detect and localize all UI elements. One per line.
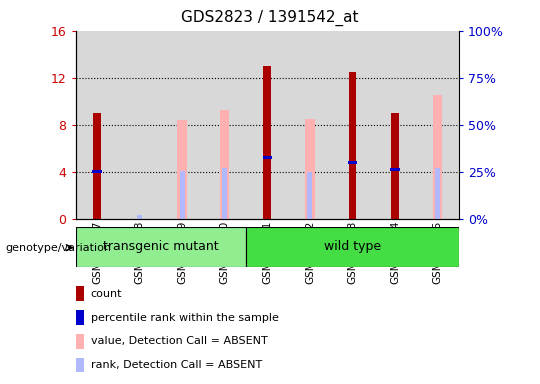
Bar <box>178 120 187 219</box>
Bar <box>433 95 442 219</box>
Bar <box>76 334 84 349</box>
Bar <box>222 168 227 219</box>
Bar <box>288 31 331 219</box>
Bar <box>179 170 185 219</box>
Bar <box>220 109 229 219</box>
Bar <box>76 31 118 219</box>
Bar <box>264 66 271 219</box>
Bar <box>392 113 399 219</box>
Bar <box>416 31 459 219</box>
Text: genotype/variation: genotype/variation <box>5 243 111 253</box>
Bar <box>349 72 356 219</box>
Bar <box>348 161 357 164</box>
Bar <box>204 31 246 219</box>
Bar <box>161 31 204 219</box>
Bar <box>374 31 416 219</box>
Text: transgenic mutant: transgenic mutant <box>103 240 219 253</box>
Bar <box>390 168 400 171</box>
Bar <box>92 170 102 173</box>
Text: percentile rank within the sample: percentile rank within the sample <box>91 313 279 323</box>
Bar <box>246 31 288 219</box>
Text: GDS2823 / 1391542_at: GDS2823 / 1391542_at <box>181 10 359 26</box>
Bar <box>76 227 246 267</box>
Bar <box>93 113 101 219</box>
Text: wild type: wild type <box>324 240 381 253</box>
Text: rank, Detection Call = ABSENT: rank, Detection Call = ABSENT <box>91 360 262 370</box>
Text: count: count <box>91 289 122 299</box>
Bar <box>307 172 313 219</box>
Bar <box>305 119 315 219</box>
Text: value, Detection Call = ABSENT: value, Detection Call = ABSENT <box>91 336 267 346</box>
Bar <box>435 168 440 219</box>
Bar <box>331 31 374 219</box>
Bar <box>246 227 459 267</box>
Bar <box>76 286 84 301</box>
Bar <box>76 310 84 325</box>
Bar <box>262 156 272 159</box>
Bar <box>137 215 142 219</box>
Bar <box>76 358 84 372</box>
Bar <box>118 31 161 219</box>
